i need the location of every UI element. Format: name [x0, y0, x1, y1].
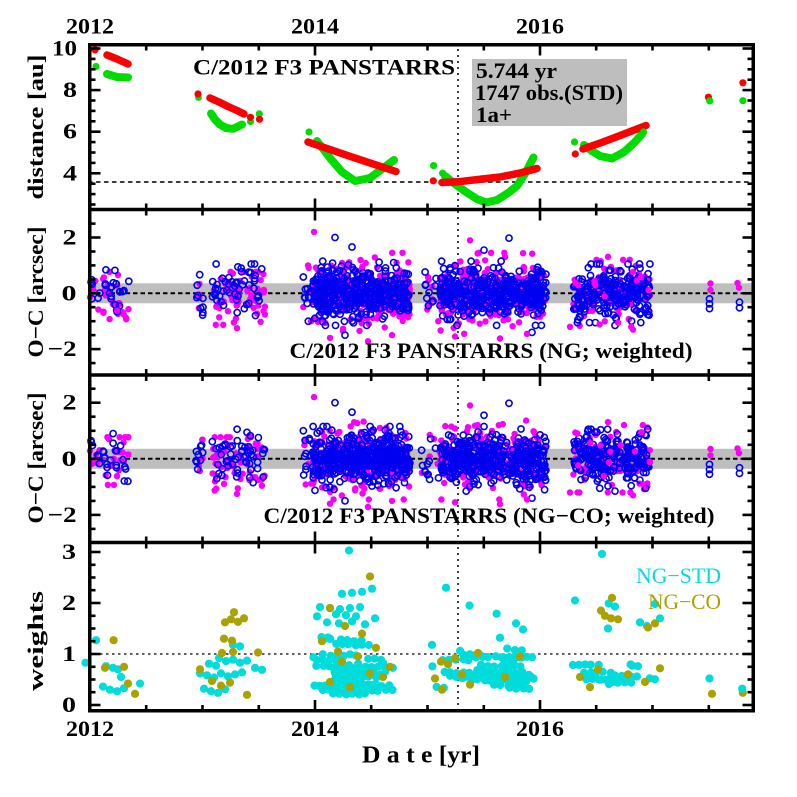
svg-text:3: 3: [62, 539, 76, 564]
svg-text:NG−STD: NG−STD: [636, 563, 721, 588]
svg-text:2012: 2012: [66, 14, 114, 39]
svg-text:1747 obs.(STD): 1747 obs.(STD): [475, 80, 623, 105]
svg-text:6: 6: [63, 119, 77, 144]
svg-text:−2: −2: [48, 502, 77, 527]
svg-text:O−C [arcsec]: O−C [arcsec]: [23, 227, 48, 358]
svg-text:1a+: 1a+: [476, 102, 512, 127]
svg-text:2014: 2014: [291, 14, 339, 39]
svg-text:C/2012 F3 PANSTARRS: C/2012 F3 PANSTARRS: [193, 55, 455, 80]
svg-text:2012: 2012: [66, 716, 114, 741]
svg-text:C/2012 F3 PANSTARRS (NG−CO; we: C/2012 F3 PANSTARRS (NG−CO; weighted): [264, 503, 715, 528]
svg-text:−2: −2: [48, 336, 77, 361]
svg-text:2: 2: [63, 390, 77, 415]
svg-text:0: 0: [62, 280, 77, 305]
svg-text:2: 2: [62, 590, 76, 615]
svg-text:2: 2: [63, 225, 77, 250]
svg-text:weights: weights: [23, 590, 48, 691]
svg-text:distance [au]: distance [au]: [23, 55, 48, 200]
svg-text:10: 10: [52, 36, 77, 61]
svg-text:O−C [arcsec]: O−C [arcsec]: [23, 393, 48, 524]
svg-text:0: 0: [62, 446, 77, 471]
svg-text:D a t e [yr]: D a t e [yr]: [362, 743, 480, 769]
svg-text:NG−CO: NG−CO: [648, 589, 721, 614]
svg-text:C/2012 F3 PANSTARRS (NG; weigh: C/2012 F3 PANSTARRS (NG; weighted): [290, 338, 693, 363]
svg-text:4: 4: [63, 160, 77, 185]
svg-text:1: 1: [62, 641, 76, 666]
svg-text:2016: 2016: [516, 716, 564, 741]
svg-text:5.744 yr: 5.744 yr: [476, 58, 557, 83]
svg-text:2014: 2014: [291, 716, 339, 741]
svg-text:2016: 2016: [516, 14, 564, 39]
svg-text:8: 8: [63, 77, 77, 102]
svg-text:0: 0: [62, 692, 76, 717]
